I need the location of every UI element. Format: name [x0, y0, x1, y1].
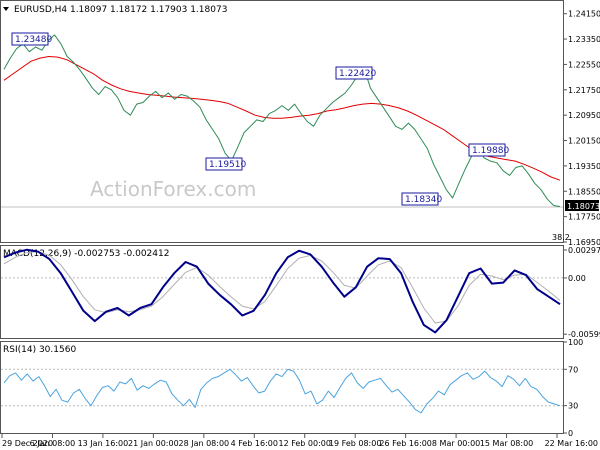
price-panel-frame: [0, 0, 564, 243]
rsi-y-tick-label: 70: [568, 365, 578, 374]
x-tick-label: 4 Feb 16:00: [231, 439, 278, 448]
last-price-tag: 1.18073: [565, 200, 600, 211]
price-y-tick-label: 1.20150: [568, 137, 600, 146]
price-line: [3, 34, 561, 207]
x-tick-label: 6 Jan 08:00: [30, 439, 76, 448]
svg-text:1.18073: 1.18073: [567, 202, 600, 211]
price-annotation: 1.22420: [335, 66, 376, 80]
x-tick-label: 28 Jan 08:00: [178, 439, 229, 448]
rsi-y-tick-label: 30: [568, 402, 578, 411]
price-y-tick-label: 1.19350: [568, 162, 600, 171]
x-tick-label: 26 Feb 16:00: [379, 439, 431, 448]
svg-text:1.19510: 1.19510: [209, 160, 246, 170]
moving-average-line: [3, 56, 561, 181]
macd-y-tick-label: 0.00: [568, 274, 586, 283]
price-y-tick-label: 1.22550: [568, 60, 600, 69]
macd-line: [3, 248, 561, 334]
macd-signal-line: [3, 251, 561, 324]
macd-y-tick-label: 0.002973: [568, 246, 600, 255]
price-y-tick-label: 1.21750: [568, 86, 600, 95]
price-y-tick-label: 1.24150: [568, 10, 600, 19]
x-tick-label: 19 Feb 08:00: [329, 439, 381, 448]
price-chart-title: EURUSD,H4 1.18097 1.18172 1.17903 1.1807…: [14, 5, 227, 15]
macd-panel-frame: [0, 245, 564, 339]
watermark: ActionForex.com: [90, 177, 256, 201]
svg-text:1.23480: 1.23480: [15, 35, 52, 45]
x-tick-label: 15 Mar 08:00: [480, 439, 533, 448]
svg-text:1.18340: 1.18340: [405, 195, 442, 205]
x-tick-label: 12 Feb 00:00: [278, 439, 330, 448]
rsi-y-tick-label: 100: [568, 338, 583, 347]
price-y-tick-label: 1.20950: [568, 111, 600, 120]
x-tick-label: 29 Dec 2020: [2, 439, 53, 448]
price-annotation: 1.18340: [401, 192, 442, 206]
rsi-y-tick-label: 0: [568, 429, 573, 438]
x-tick-label: 8 Mar 00:00: [432, 439, 480, 448]
x-tick-label: 13 Jan 16:00: [78, 439, 129, 448]
fib-label: 38.2: [552, 233, 570, 242]
macd-y-tick-label: -0.005996: [568, 330, 600, 339]
macd-title: MACD(12,26,9) -0.002753 -0.002412: [3, 249, 169, 259]
svg-text:1.22420: 1.22420: [339, 69, 376, 79]
x-tick-label: 21 Jan 00:00: [128, 439, 179, 448]
rsi-title: RSI(14) 30.1560: [3, 345, 76, 355]
rsi-panel-frame: [0, 341, 564, 434]
price-annotation: 1.19880: [468, 143, 509, 157]
price-y-tick-label: 1.18550: [568, 187, 600, 196]
price-annotation: 1.23480: [11, 32, 52, 46]
svg-text:1.19880: 1.19880: [472, 146, 509, 156]
rsi-line: [3, 368, 561, 414]
price-y-tick-label: 1.23350: [568, 35, 600, 44]
dropdown-arrow-icon[interactable]: [3, 7, 9, 11]
price-y-tick-label: 1.16950: [568, 238, 600, 247]
price-y-tick-label: 1.17750: [568, 213, 600, 222]
x-tick-label: 22 Mar 16:00: [545, 439, 598, 448]
price-annotation: 1.19510: [205, 157, 246, 171]
